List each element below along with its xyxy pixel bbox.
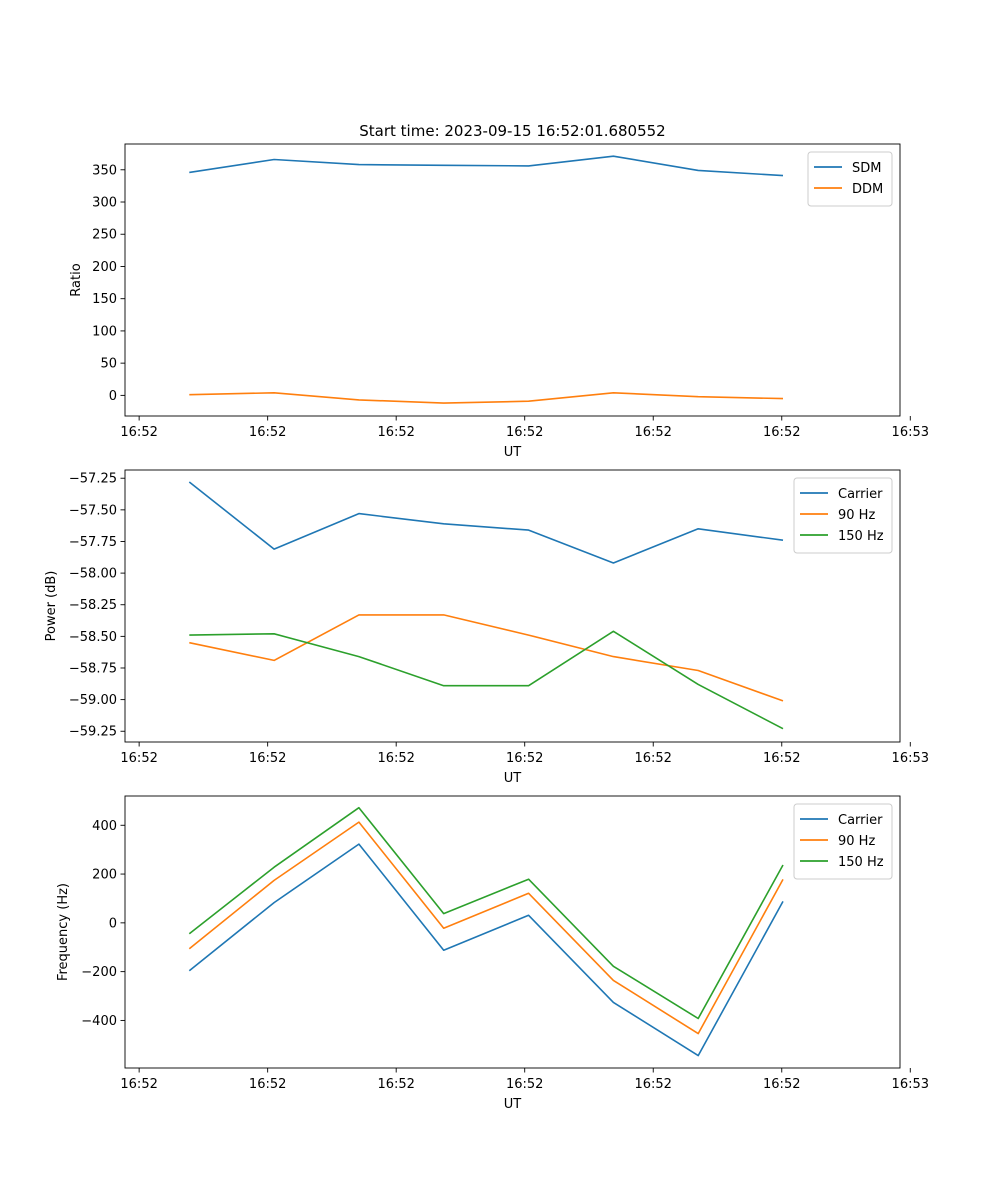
series-line-90-hz <box>189 614 784 702</box>
x-tick-label: 16:53 <box>892 1077 929 1092</box>
y-tick-label: −57.50 <box>69 503 117 518</box>
y-tick-label: −59.25 <box>69 725 117 740</box>
x-tick-label: 16:52 <box>120 425 157 440</box>
x-tick-label: 16:52 <box>634 751 671 766</box>
x-tick-label: 16:53 <box>892 751 929 766</box>
legend-label: 90 Hz <box>838 508 875 523</box>
y-tick-label: −200 <box>81 965 117 980</box>
y-tick-label: 300 <box>92 196 117 211</box>
x-tick-label: 16:52 <box>506 425 543 440</box>
x-axis-label: UT <box>504 771 522 786</box>
x-tick-label: 16:52 <box>763 751 800 766</box>
x-tick-label: 16:52 <box>377 1077 414 1092</box>
legend: Carrier 90 Hz 150 Hz <box>793 803 893 880</box>
y-axis-label: Ratio <box>69 263 84 296</box>
y-tick-label: 0 <box>109 389 117 404</box>
y-tick-label: −58.00 <box>69 567 117 582</box>
legend-label: 150 Hz <box>838 529 884 544</box>
x-tick-label: 16:52 <box>249 1077 286 1092</box>
y-tick-label: 250 <box>92 228 117 243</box>
series-line-sdm <box>189 155 784 177</box>
x-axis-label: UT <box>504 1097 522 1112</box>
chart-title: Start time: 2023-09-15 16:52:01.680552 <box>359 122 665 140</box>
y-tick-label: −58.50 <box>69 630 117 645</box>
x-tick-label: 16:52 <box>120 751 157 766</box>
series-line-90-hz <box>188 821 784 1035</box>
legend: SDM DDM <box>807 151 893 207</box>
series-line-150-hz <box>188 806 784 1020</box>
y-tick-label: −57.25 <box>69 472 117 487</box>
x-tick-label: 16:52 <box>377 425 414 440</box>
x-tick-label: 16:52 <box>249 751 286 766</box>
y-tick-label: 0 <box>109 916 117 931</box>
x-tick-label: 16:52 <box>120 1077 157 1092</box>
series-line-ddm <box>189 391 784 404</box>
y-tick-label: 100 <box>92 324 117 339</box>
y-tick-label: 50 <box>100 357 117 372</box>
y-tick-label: −58.25 <box>69 598 117 613</box>
legend-label: 90 Hz <box>838 834 875 849</box>
axes-frame <box>124 143 901 417</box>
legend-label: 150 Hz <box>838 855 884 870</box>
x-tick-label: 16:52 <box>634 1077 671 1092</box>
x-axis-label: UT <box>504 445 522 460</box>
panel-2: 16:52 16:52 16:52 16:52 16:52 16:52 16:53 −59.2… <box>44 469 929 786</box>
legend: Carrier 90 Hz 150 Hz <box>793 477 893 554</box>
x-tick-label: 16:52 <box>506 1077 543 1092</box>
y-axis-label: Frequency (Hz) <box>56 883 71 981</box>
y-tick-label: −59.00 <box>69 693 117 708</box>
series-line-carrier <box>188 843 784 1057</box>
legend-label: Carrier <box>838 813 883 828</box>
y-tick-label: 150 <box>92 292 117 307</box>
panel-3: 16:52 16:52 16:52 16:52 16:52 16:52 16:53 −400 −… <box>56 795 929 1112</box>
series-line-150-hz <box>189 630 784 730</box>
y-tick-label: −400 <box>81 1014 117 1029</box>
panel-1: 16:52 16:52 16:52 16:52 16:52 16:52 16:53 0 50 10… <box>69 143 929 460</box>
y-tick-label: 350 <box>92 163 117 178</box>
y-axis-label: Power (dB) <box>44 571 59 642</box>
y-tick-label: 200 <box>92 260 117 275</box>
y-tick-label: 400 <box>92 819 117 834</box>
legend-box <box>807 151 893 207</box>
legend-label: Carrier <box>838 487 883 502</box>
x-tick-label: 16:52 <box>377 751 414 766</box>
legend-label: DDM <box>852 182 883 197</box>
y-tick-label: −57.75 <box>69 535 117 550</box>
x-tick-label: 16:53 <box>892 425 929 440</box>
x-tick-label: 16:52 <box>763 425 800 440</box>
legend-label: SDM <box>852 161 881 176</box>
x-tick-label: 16:52 <box>634 425 671 440</box>
x-tick-label: 16:52 <box>249 425 286 440</box>
x-tick-label: 16:52 <box>506 751 543 766</box>
y-tick-label: −58.75 <box>69 661 117 676</box>
y-tick-label: 200 <box>92 868 117 883</box>
axes-frame <box>124 469 901 743</box>
series-line-carrier <box>188 481 784 564</box>
axes-frame <box>124 795 901 1069</box>
x-tick-label: 16:52 <box>763 1077 800 1092</box>
